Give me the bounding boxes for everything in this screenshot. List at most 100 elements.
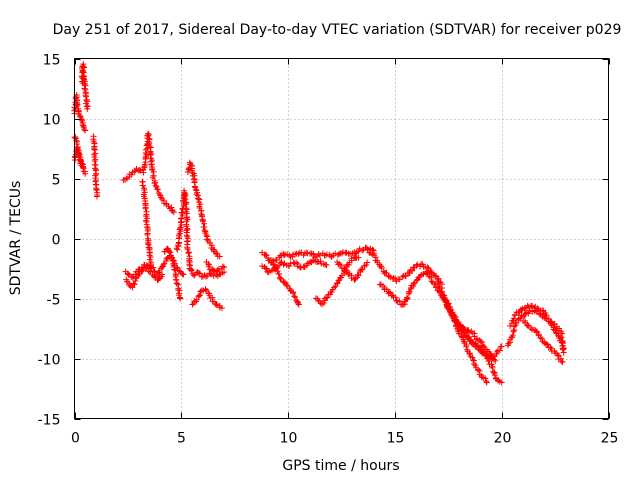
data-series bbox=[334, 259, 371, 283]
data-point bbox=[143, 262, 150, 269]
data-series bbox=[438, 289, 499, 364]
data-point bbox=[560, 345, 567, 352]
data-point bbox=[195, 292, 202, 299]
data-series bbox=[545, 318, 567, 352]
data-point bbox=[84, 105, 91, 112]
data-point bbox=[166, 248, 173, 255]
data-point bbox=[482, 375, 489, 382]
y-tick-label: 5 bbox=[52, 173, 61, 189]
data-point bbox=[321, 295, 328, 302]
data-point bbox=[303, 249, 310, 256]
data-point bbox=[196, 270, 203, 277]
data-point bbox=[197, 288, 204, 295]
data-point bbox=[93, 193, 100, 200]
data-point bbox=[193, 191, 200, 198]
data-point bbox=[331, 284, 338, 291]
data-point bbox=[396, 276, 403, 283]
data-point bbox=[295, 250, 302, 257]
data-series bbox=[184, 159, 223, 260]
data-point bbox=[188, 267, 195, 274]
chart-title: Day 251 of 2017, Sidereal Day-to-day VTE… bbox=[53, 22, 622, 38]
data-point bbox=[402, 273, 409, 280]
data-point bbox=[364, 259, 371, 266]
data-point bbox=[184, 226, 191, 233]
data-point bbox=[195, 269, 202, 276]
data-point bbox=[385, 290, 392, 297]
data-point bbox=[183, 232, 190, 239]
data-point bbox=[146, 263, 153, 270]
data-point bbox=[345, 261, 352, 268]
data-point bbox=[461, 326, 468, 333]
data-point bbox=[399, 273, 406, 280]
data-point bbox=[180, 271, 187, 278]
data-point bbox=[548, 321, 555, 328]
data-series bbox=[376, 269, 433, 308]
data-series bbox=[445, 300, 505, 363]
x-tick-label: 25 bbox=[601, 431, 619, 447]
data-point bbox=[263, 252, 270, 259]
data-point bbox=[178, 215, 185, 222]
data-point bbox=[281, 252, 288, 259]
data-point bbox=[404, 295, 411, 302]
data-point bbox=[179, 270, 186, 277]
data-point bbox=[413, 277, 420, 284]
data-point bbox=[275, 262, 282, 269]
data-point bbox=[177, 225, 184, 232]
data-point bbox=[463, 343, 470, 350]
data-point bbox=[410, 280, 417, 287]
data-point bbox=[276, 271, 283, 278]
data-point bbox=[495, 377, 502, 384]
data-series bbox=[520, 317, 566, 366]
data-point bbox=[270, 261, 277, 268]
x-tick-label: 5 bbox=[177, 431, 186, 447]
data-point bbox=[185, 250, 192, 257]
y-tick-label: 15 bbox=[43, 53, 61, 69]
data-series bbox=[259, 257, 330, 276]
data-point bbox=[149, 174, 156, 181]
data-point bbox=[276, 274, 283, 281]
data-point bbox=[184, 245, 191, 252]
data-point bbox=[82, 127, 89, 134]
data-point bbox=[305, 260, 312, 267]
data-point bbox=[498, 379, 505, 386]
data-point bbox=[174, 246, 181, 253]
data-point bbox=[491, 372, 498, 379]
data-point bbox=[477, 338, 484, 345]
data-point bbox=[124, 270, 131, 277]
data-series bbox=[161, 245, 184, 302]
data-point bbox=[154, 186, 161, 193]
data-point bbox=[442, 298, 449, 305]
data-series bbox=[71, 134, 87, 170]
data-point bbox=[152, 179, 159, 186]
data-point bbox=[432, 272, 439, 279]
data-point bbox=[479, 349, 486, 356]
data-point bbox=[221, 264, 228, 271]
data-point bbox=[359, 247, 366, 254]
data-point bbox=[428, 278, 435, 285]
y-tick-label: 0 bbox=[52, 233, 61, 249]
data-series bbox=[507, 302, 550, 329]
data-point bbox=[129, 284, 136, 291]
data-point bbox=[144, 240, 151, 247]
data-point bbox=[508, 334, 515, 341]
x-axis-label: GPS time / hours bbox=[282, 458, 399, 474]
data-point bbox=[406, 288, 413, 295]
data-point bbox=[171, 266, 178, 273]
data-point bbox=[93, 171, 100, 178]
data-point bbox=[142, 217, 149, 224]
data-series bbox=[186, 265, 228, 280]
data-point bbox=[213, 250, 220, 257]
x-tick-label: 10 bbox=[280, 431, 298, 447]
y-tick-label: 10 bbox=[43, 113, 61, 129]
data-point bbox=[150, 264, 157, 271]
data-point bbox=[518, 307, 525, 314]
data-point bbox=[510, 315, 517, 322]
data-point bbox=[274, 268, 281, 275]
data-point bbox=[442, 297, 449, 304]
data-point bbox=[78, 160, 85, 167]
data-series bbox=[364, 246, 445, 288]
data-point bbox=[539, 307, 546, 314]
grid bbox=[74, 58, 609, 419]
data-point bbox=[307, 258, 314, 265]
data-point bbox=[126, 282, 133, 289]
